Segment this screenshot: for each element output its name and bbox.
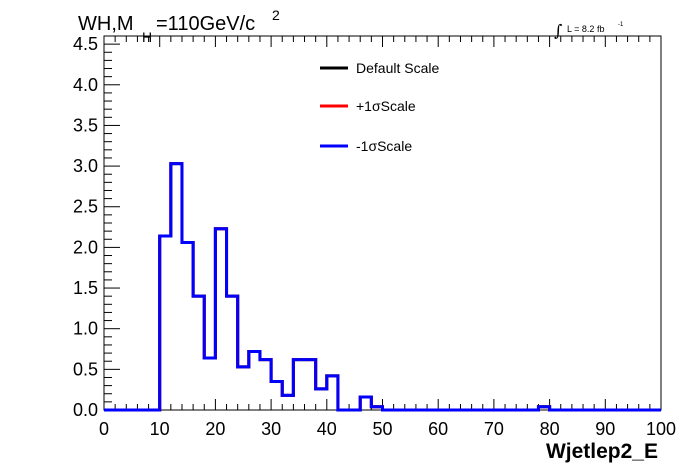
plot-frame [103,35,662,411]
x-tick-label: 10 [150,419,170,439]
x-tick-label: 0 [99,419,109,439]
title-subscript: H [142,29,152,45]
y-tick-label: 3.0 [73,156,98,176]
axis-ticks [103,35,662,411]
luminosity-superscript: -1 [618,22,624,28]
legend-label-2: -1σScale [356,138,412,154]
y-tick-label: 4.5 [73,34,98,54]
y-tick-label: 2.5 [73,197,98,217]
x-tick-label: 30 [261,419,281,439]
legend: Default Scale +1σScale -1σScale [320,60,439,154]
legend-label-0: Default Scale [356,60,439,76]
chart-title: WH,M H =110GeV/c 2 [78,7,280,45]
title-prefix: WH,M [78,13,134,35]
legend-label-1: +1σScale [356,98,416,114]
y-tick-label: 1.5 [73,278,98,298]
x-tick-label: 50 [372,419,392,439]
x-tick-label: 90 [595,419,615,439]
title-superscript: 2 [272,7,280,23]
y-tick-label: 2.0 [73,237,98,257]
y-tick-label: 3.5 [73,115,98,135]
series-layer [104,162,661,412]
x-tick-label: 80 [540,419,560,439]
series-line-2 [104,162,661,412]
series-line-1 [104,162,661,412]
y-tick-label: 0.5 [73,359,98,379]
x-tick-label: 40 [317,419,337,439]
x-tick-label: 20 [205,419,225,439]
y-tick-label: 1.0 [73,319,98,339]
integral-symbol: ∫ [554,21,562,40]
x-tick-label: 70 [484,419,504,439]
x-tick-label: 100 [646,419,676,439]
luminosity-text: L = 8.2 fb [567,24,604,34]
x-axis-label: Wjetlep2_E [546,440,658,463]
series-line-0 [104,162,661,412]
y-tick-label: 4.0 [73,75,98,95]
x-tick-label: 60 [428,419,448,439]
title-suffix: =110GeV/c [156,13,255,35]
y-tick-label: 0.0 [73,400,98,420]
luminosity-label: ∫ L = 8.2 fb -1 [554,21,624,40]
axis-tick-labels: 0 10 20 30 40 50 60 70 80 90 100 0.0 0.5 1.0 1.5 2.0 2.5… [73,34,676,439]
